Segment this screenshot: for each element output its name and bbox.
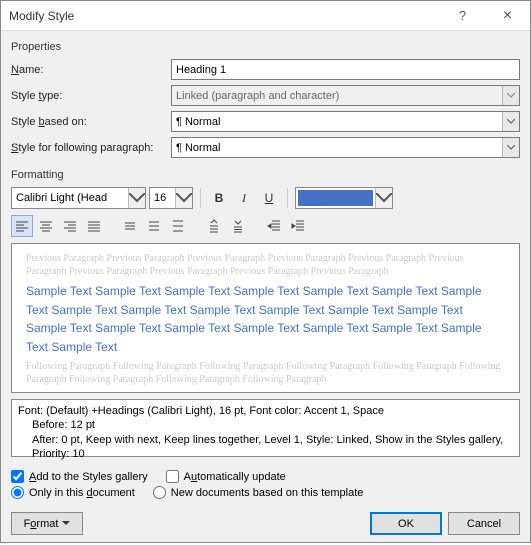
italic-button[interactable]: I	[233, 187, 255, 209]
name-label: Name:	[11, 64, 171, 76]
add-to-gallery-checkbox[interactable]: Add to the Styles gallery	[11, 470, 148, 483]
style-description: Font: (Default) +Headings (Calibri Light…	[11, 399, 520, 457]
cancel-button[interactable]: Cancel	[448, 512, 520, 535]
font-color-picker[interactable]	[295, 187, 393, 209]
increase-indent-icon[interactable]	[287, 215, 309, 237]
chevron-down-icon	[502, 86, 519, 105]
color-preview	[298, 190, 373, 206]
align-left-icon[interactable]	[11, 215, 33, 237]
based-on-label: Style based on:	[11, 116, 171, 128]
font-size-select[interactable]: 16	[149, 187, 193, 209]
bold-button[interactable]: B	[208, 187, 230, 209]
preview-previous-text: Previous Paragraph Previous Paragraph Pr…	[26, 252, 505, 278]
line-spacing-1-icon[interactable]	[119, 215, 141, 237]
ok-button[interactable]: OK	[370, 512, 442, 535]
decrease-indent-icon[interactable]	[263, 215, 285, 237]
format-button[interactable]: Format	[11, 512, 83, 535]
chevron-down-icon[interactable]	[502, 138, 519, 157]
formatting-heading: Formatting	[11, 169, 520, 181]
dialog-body: Properties Name: Style type: Linked (par…	[1, 31, 530, 545]
formatting-toolbar: Calibri Light (Head 16 B I U	[11, 187, 520, 209]
preview-pane: Previous Paragraph Previous Paragraph Pr…	[11, 243, 520, 393]
line-spacing-2-icon[interactable]	[167, 215, 189, 237]
preview-sample-text: Sample Text Sample Text Sample Text Samp…	[26, 282, 505, 356]
following-select[interactable]: ¶ Normal	[171, 137, 520, 158]
modify-style-dialog: Modify Style ? × Properties Name: Style …	[0, 0, 531, 543]
name-input[interactable]	[171, 59, 520, 80]
properties-heading: Properties	[11, 41, 520, 53]
chevron-down-icon[interactable]	[175, 188, 192, 208]
chevron-down-icon[interactable]	[502, 112, 519, 131]
following-label: Style for following paragraph:	[11, 142, 171, 154]
align-center-icon[interactable]	[35, 215, 57, 237]
space-before-decrease-icon[interactable]	[227, 215, 249, 237]
chevron-down-icon	[62, 521, 70, 526]
only-this-document-radio[interactable]: Only in this document	[11, 486, 135, 499]
options-area: Add to the Styles gallery Automatically …	[11, 467, 520, 502]
underline-button[interactable]: U	[258, 187, 280, 209]
chevron-down-icon[interactable]	[128, 188, 145, 208]
line-spacing-15-icon[interactable]	[143, 215, 165, 237]
titlebar: Modify Style ? ×	[1, 1, 530, 31]
based-on-select[interactable]: ¶ Normal	[171, 111, 520, 132]
chevron-down-icon[interactable]	[375, 188, 392, 208]
help-button[interactable]: ?	[440, 1, 485, 31]
align-justify-icon[interactable]	[83, 215, 105, 237]
space-before-increase-icon[interactable]	[203, 215, 225, 237]
close-button[interactable]: ×	[485, 1, 530, 31]
new-documents-radio[interactable]: New documents based on this template	[153, 486, 364, 499]
align-right-icon[interactable]	[59, 215, 81, 237]
preview-following-text: Following Paragraph Following Paragraph …	[26, 360, 505, 386]
style-type-label: Style type:	[11, 90, 171, 102]
style-type-select: Linked (paragraph and character)	[171, 85, 520, 106]
window-title: Modify Style	[9, 9, 440, 23]
button-bar: Format OK Cancel	[11, 512, 520, 535]
paragraph-toolbar	[11, 215, 520, 237]
auto-update-checkbox[interactable]: Automatically update	[166, 470, 286, 483]
font-name-select[interactable]: Calibri Light (Head	[11, 187, 146, 209]
